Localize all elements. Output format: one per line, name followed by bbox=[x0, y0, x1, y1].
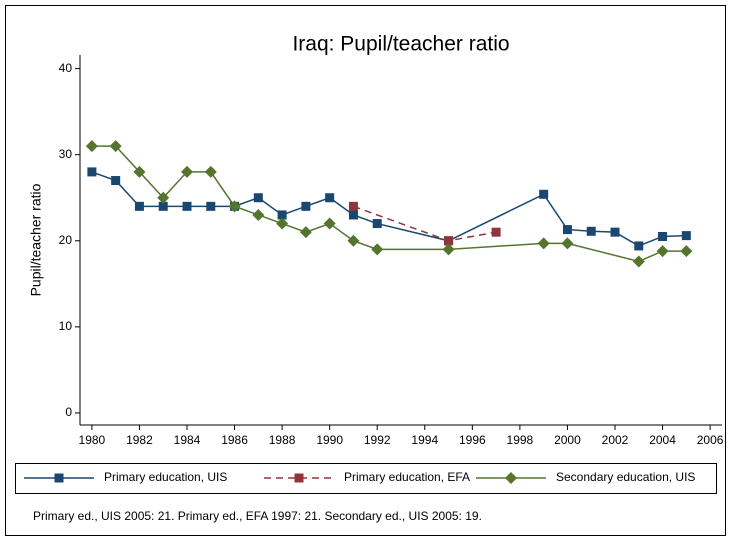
marker bbox=[134, 201, 144, 211]
marker bbox=[681, 231, 691, 241]
x-tick-label: 2002 bbox=[602, 433, 629, 447]
marker bbox=[372, 219, 382, 229]
marker bbox=[347, 234, 360, 247]
marker bbox=[253, 193, 263, 203]
legend bbox=[15, 463, 717, 494]
marker bbox=[206, 201, 216, 211]
marker bbox=[537, 237, 550, 250]
x-tick-label: 1986 bbox=[221, 433, 248, 447]
marker bbox=[371, 243, 384, 256]
x-tick-label: 2006 bbox=[697, 433, 724, 447]
marker bbox=[348, 210, 358, 220]
marker bbox=[301, 201, 311, 211]
legend-marker bbox=[294, 473, 304, 483]
marker bbox=[586, 226, 596, 236]
y-tick-label: 40 bbox=[59, 61, 73, 75]
marker bbox=[561, 237, 574, 250]
marker bbox=[277, 210, 287, 220]
x-tick-label: 1996 bbox=[459, 433, 486, 447]
marker bbox=[325, 193, 335, 203]
marker bbox=[348, 201, 358, 211]
marker bbox=[85, 140, 98, 153]
x-tick-label: 1994 bbox=[411, 433, 438, 447]
x-tick-label: 1980 bbox=[79, 433, 106, 447]
marker bbox=[562, 225, 572, 235]
marker bbox=[680, 245, 693, 258]
x-tick-label: 1982 bbox=[126, 433, 153, 447]
marker bbox=[632, 255, 645, 268]
y-tick-label: 30 bbox=[59, 147, 73, 161]
legend-label: Primary education, EFA bbox=[344, 470, 470, 484]
y-tick-label: 0 bbox=[65, 405, 72, 419]
x-tick-label: 2004 bbox=[649, 433, 676, 447]
marker bbox=[323, 217, 336, 230]
marker bbox=[111, 176, 121, 186]
marker bbox=[182, 201, 192, 211]
marker bbox=[228, 200, 241, 213]
footnote: Primary ed., UIS 2005: 21. Primary ed., … bbox=[33, 509, 482, 523]
marker bbox=[158, 201, 168, 211]
marker bbox=[157, 191, 170, 204]
marker bbox=[539, 189, 549, 199]
y-axis-label: Pupil/teacher ratio bbox=[28, 183, 44, 296]
x-tick-label: 1990 bbox=[316, 433, 343, 447]
marker bbox=[299, 226, 312, 239]
marker bbox=[658, 231, 668, 241]
legend-marker bbox=[505, 472, 517, 484]
marker bbox=[656, 245, 669, 258]
y-tick-label: 10 bbox=[59, 319, 73, 333]
marker bbox=[252, 208, 265, 221]
marker bbox=[491, 227, 501, 237]
marker bbox=[610, 227, 620, 237]
y-tick-label: 20 bbox=[59, 233, 73, 247]
x-tick-label: 1984 bbox=[174, 433, 201, 447]
x-tick-label: 1992 bbox=[364, 433, 391, 447]
marker bbox=[276, 217, 289, 230]
x-tick-label: 1998 bbox=[507, 433, 534, 447]
marker bbox=[204, 165, 217, 178]
x-tick-label: 1988 bbox=[269, 433, 296, 447]
marker bbox=[442, 243, 455, 256]
marker bbox=[109, 140, 122, 153]
legend-label: Primary education, UIS bbox=[104, 470, 227, 484]
marker bbox=[444, 236, 454, 246]
marker bbox=[181, 165, 193, 178]
x-tick-label: 2000 bbox=[554, 433, 581, 447]
marker bbox=[87, 167, 97, 177]
marker bbox=[133, 165, 146, 178]
legend-label: Secondary education, UIS bbox=[556, 470, 695, 484]
marker bbox=[634, 241, 644, 251]
legend-marker bbox=[54, 473, 64, 483]
outer-frame bbox=[5, 5, 726, 536]
chart-title: Iraq: Pupil/teacher ratio bbox=[292, 33, 509, 56]
